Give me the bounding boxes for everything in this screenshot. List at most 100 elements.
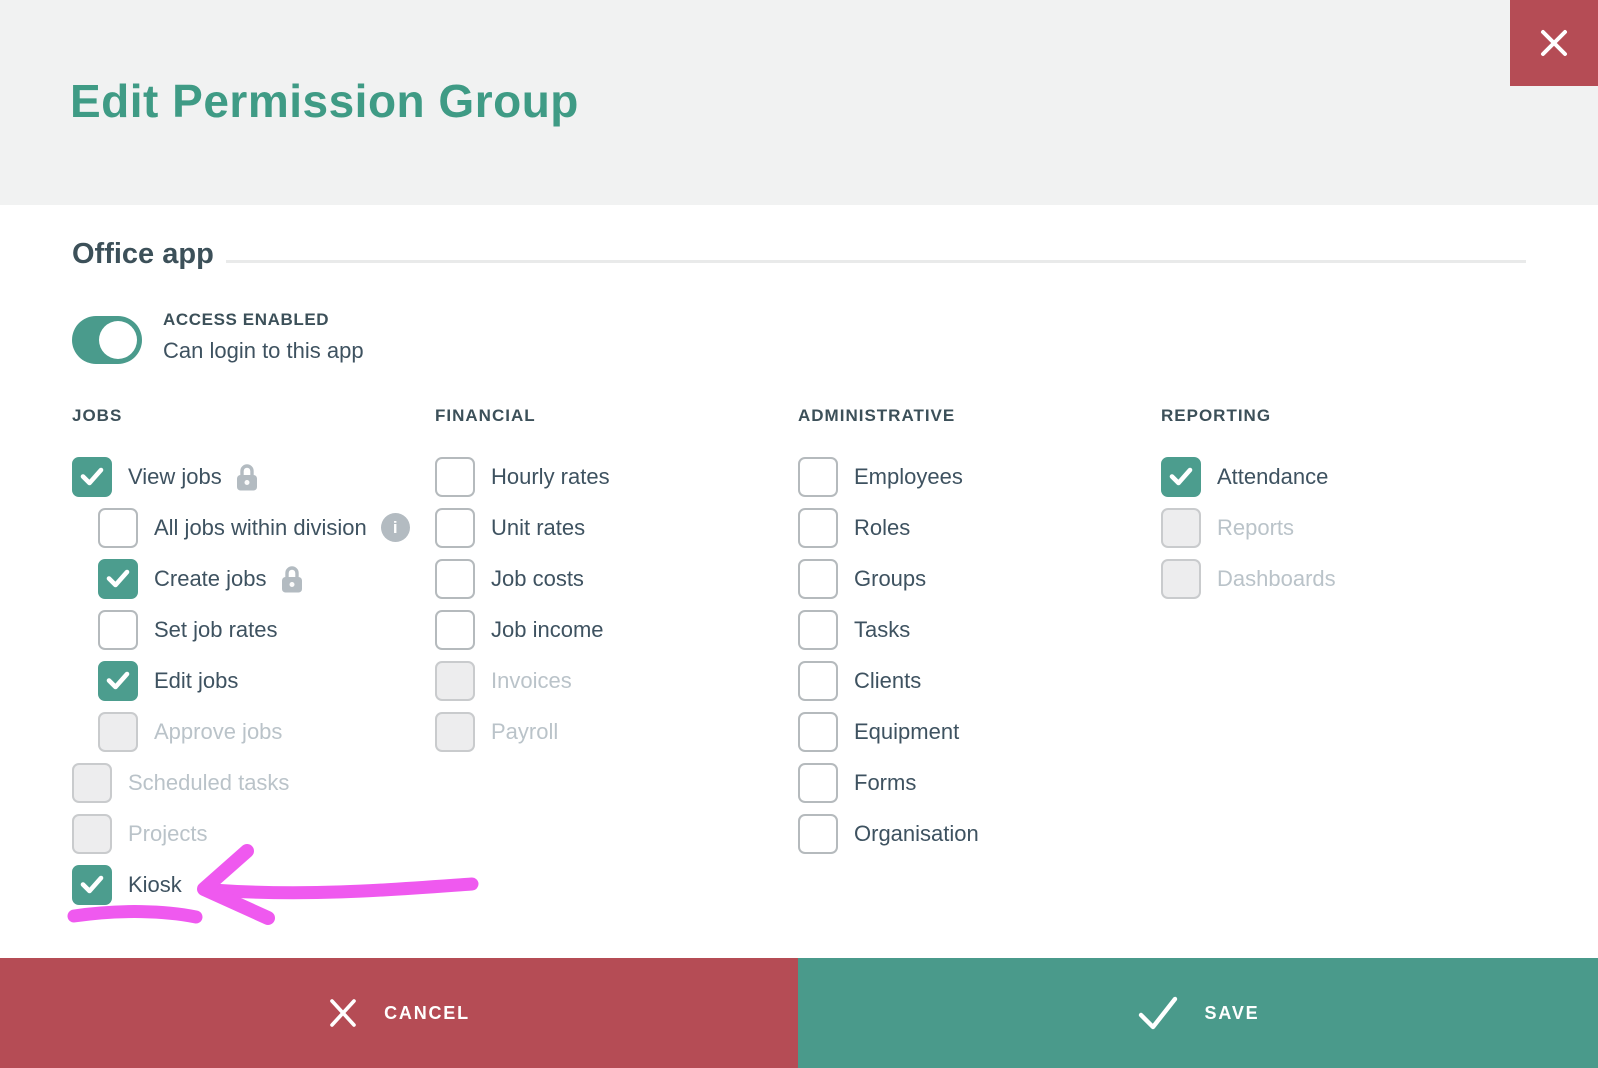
info-icon[interactable]: i <box>380 513 410 542</box>
permission-row-dashboards: Dashboards <box>1161 553 1524 604</box>
save-label: SAVE <box>1204 1002 1260 1023</box>
permission-label-forms: Forms <box>854 769 917 795</box>
checkbox-equipment[interactable] <box>798 711 838 752</box>
permission-row-approve-jobs: Approve jobs <box>98 706 435 757</box>
permission-row-invoices: Invoices <box>435 655 798 706</box>
close-button[interactable] <box>1510 0 1598 86</box>
modal-footer: CANCEL SAVE <box>0 958 1598 1068</box>
column-header-financial: FINANCIAL <box>435 406 536 425</box>
permission-column-reporting: REPORTING Attendance Reports Dashboards <box>1161 406 1524 910</box>
permission-label-reports: Reports <box>1217 514 1295 540</box>
permission-label-equipment: Equipment <box>854 718 960 744</box>
check-icon <box>80 875 104 894</box>
checkbox-forms[interactable] <box>798 762 838 803</box>
checkbox-hourly-rates[interactable] <box>435 456 475 497</box>
permission-label-hourly-rates: Hourly rates <box>491 463 610 489</box>
access-toggle-description: Can login to this app <box>163 338 364 363</box>
permission-row-equipment[interactable]: Equipment <box>798 706 1161 757</box>
permission-label-roles: Roles <box>854 514 911 540</box>
permission-row-forms[interactable]: Forms <box>798 757 1161 808</box>
section-heading: Office app <box>72 238 214 270</box>
permission-row-groups[interactable]: Groups <box>798 553 1161 604</box>
permission-row-attendance[interactable]: Attendance <box>1161 451 1524 502</box>
permission-row-scheduled-tasks: Scheduled tasks <box>72 757 435 808</box>
permission-row-employees[interactable]: Employees <box>798 451 1161 502</box>
checkbox-invoices <box>435 660 475 701</box>
permission-row-organisation[interactable]: Organisation <box>798 808 1161 859</box>
permission-row-unit-rates[interactable]: Unit rates <box>435 502 798 553</box>
checkbox-attendance[interactable] <box>1161 456 1201 497</box>
check-icon <box>106 671 130 690</box>
checkbox-edit-jobs[interactable] <box>98 660 138 701</box>
permission-label-job-income: Job income <box>491 616 604 642</box>
permission-label-edit-jobs: Edit jobs <box>154 667 239 693</box>
permission-label-kiosk: Kiosk <box>128 871 182 897</box>
checkbox-organisation[interactable] <box>798 813 838 854</box>
checkbox-set-job-rates[interactable] <box>98 609 138 650</box>
modal-header: Edit Permission Group <box>0 0 1598 205</box>
checkbox-groups[interactable] <box>798 558 838 599</box>
permission-row-payroll: Payroll <box>435 706 798 757</box>
permission-row-job-costs[interactable]: Job costs <box>435 553 798 604</box>
permission-column-financial: FINANCIAL Hourly rates Unit rates Job costs… <box>435 406 798 910</box>
permission-label-all-jobs-within-division: All jobs within division <box>154 514 367 540</box>
access-toggle[interactable] <box>72 316 142 364</box>
checkbox-kiosk[interactable] <box>72 864 112 905</box>
permission-row-clients[interactable]: Clients <box>798 655 1161 706</box>
section-divider <box>226 260 1526 263</box>
permission-label-set-job-rates: Set job rates <box>154 616 278 642</box>
permission-row-all-jobs-within-division[interactable]: All jobs within division i <box>98 502 435 553</box>
permission-row-view-jobs[interactable]: View jobs <box>72 451 435 502</box>
cancel-label: CANCEL <box>384 1002 470 1023</box>
checkbox-job-income[interactable] <box>435 609 475 650</box>
checkbox-projects <box>72 813 112 854</box>
permission-label-job-costs: Job costs <box>491 565 584 591</box>
permission-label-dashboards: Dashboards <box>1217 565 1336 591</box>
permission-row-reports: Reports <box>1161 502 1524 553</box>
permission-row-hourly-rates[interactable]: Hourly rates <box>435 451 798 502</box>
lock-icon <box>281 565 303 593</box>
permission-column-jobs: JOBS View jobs All jobs within division i Cr… <box>72 406 435 910</box>
toggle-knob <box>99 321 137 359</box>
permission-row-set-job-rates[interactable]: Set job rates <box>98 604 435 655</box>
checkbox-all-jobs-within-division[interactable] <box>98 507 138 548</box>
permission-row-kiosk[interactable]: Kiosk <box>72 859 435 910</box>
checkbox-clients[interactable] <box>798 660 838 701</box>
permission-label-attendance: Attendance <box>1217 463 1329 489</box>
permission-row-tasks[interactable]: Tasks <box>798 604 1161 655</box>
permission-label-groups: Groups <box>854 565 927 591</box>
permission-label-clients: Clients <box>854 667 922 693</box>
permission-label-employees: Employees <box>854 463 963 489</box>
access-toggle-label: ACCESS ENABLED <box>163 310 330 329</box>
cancel-button[interactable]: CANCEL <box>0 958 798 1068</box>
checkbox-employees[interactable] <box>798 456 838 497</box>
column-header-reporting: REPORTING <box>1161 406 1272 425</box>
save-button[interactable]: SAVE <box>798 958 1598 1068</box>
close-icon <box>1541 30 1567 56</box>
column-header-jobs: JOBS <box>72 406 123 425</box>
save-check-icon <box>1138 996 1177 1030</box>
arrow-underline <box>67 905 203 924</box>
permission-label-tasks: Tasks <box>854 616 911 642</box>
permission-row-roles[interactable]: Roles <box>798 502 1161 553</box>
checkbox-create-jobs[interactable] <box>98 558 138 599</box>
checkbox-unit-rates[interactable] <box>435 507 475 548</box>
check-icon <box>1169 467 1193 486</box>
checkbox-roles[interactable] <box>798 507 838 548</box>
permission-row-create-jobs[interactable]: Create jobs <box>98 553 435 604</box>
checkbox-payroll <box>435 711 475 752</box>
checkbox-job-costs[interactable] <box>435 558 475 599</box>
permission-row-edit-jobs[interactable]: Edit jobs <box>98 655 435 706</box>
check-icon <box>80 467 104 486</box>
checkbox-reports <box>1161 507 1201 548</box>
checkbox-tasks[interactable] <box>798 609 838 650</box>
permission-label-approve-jobs: Approve jobs <box>154 718 283 744</box>
permission-row-job-income[interactable]: Job income <box>435 604 798 655</box>
permission-label-invoices: Invoices <box>491 667 572 693</box>
checkbox-dashboards <box>1161 558 1201 599</box>
permission-label-create-jobs: Create jobs <box>154 565 267 591</box>
checkbox-view-jobs[interactable] <box>72 456 112 497</box>
column-header-administrative: ADMINISTRATIVE <box>798 406 956 425</box>
lock-icon <box>236 463 258 491</box>
permission-label-organisation: Organisation <box>854 820 979 846</box>
